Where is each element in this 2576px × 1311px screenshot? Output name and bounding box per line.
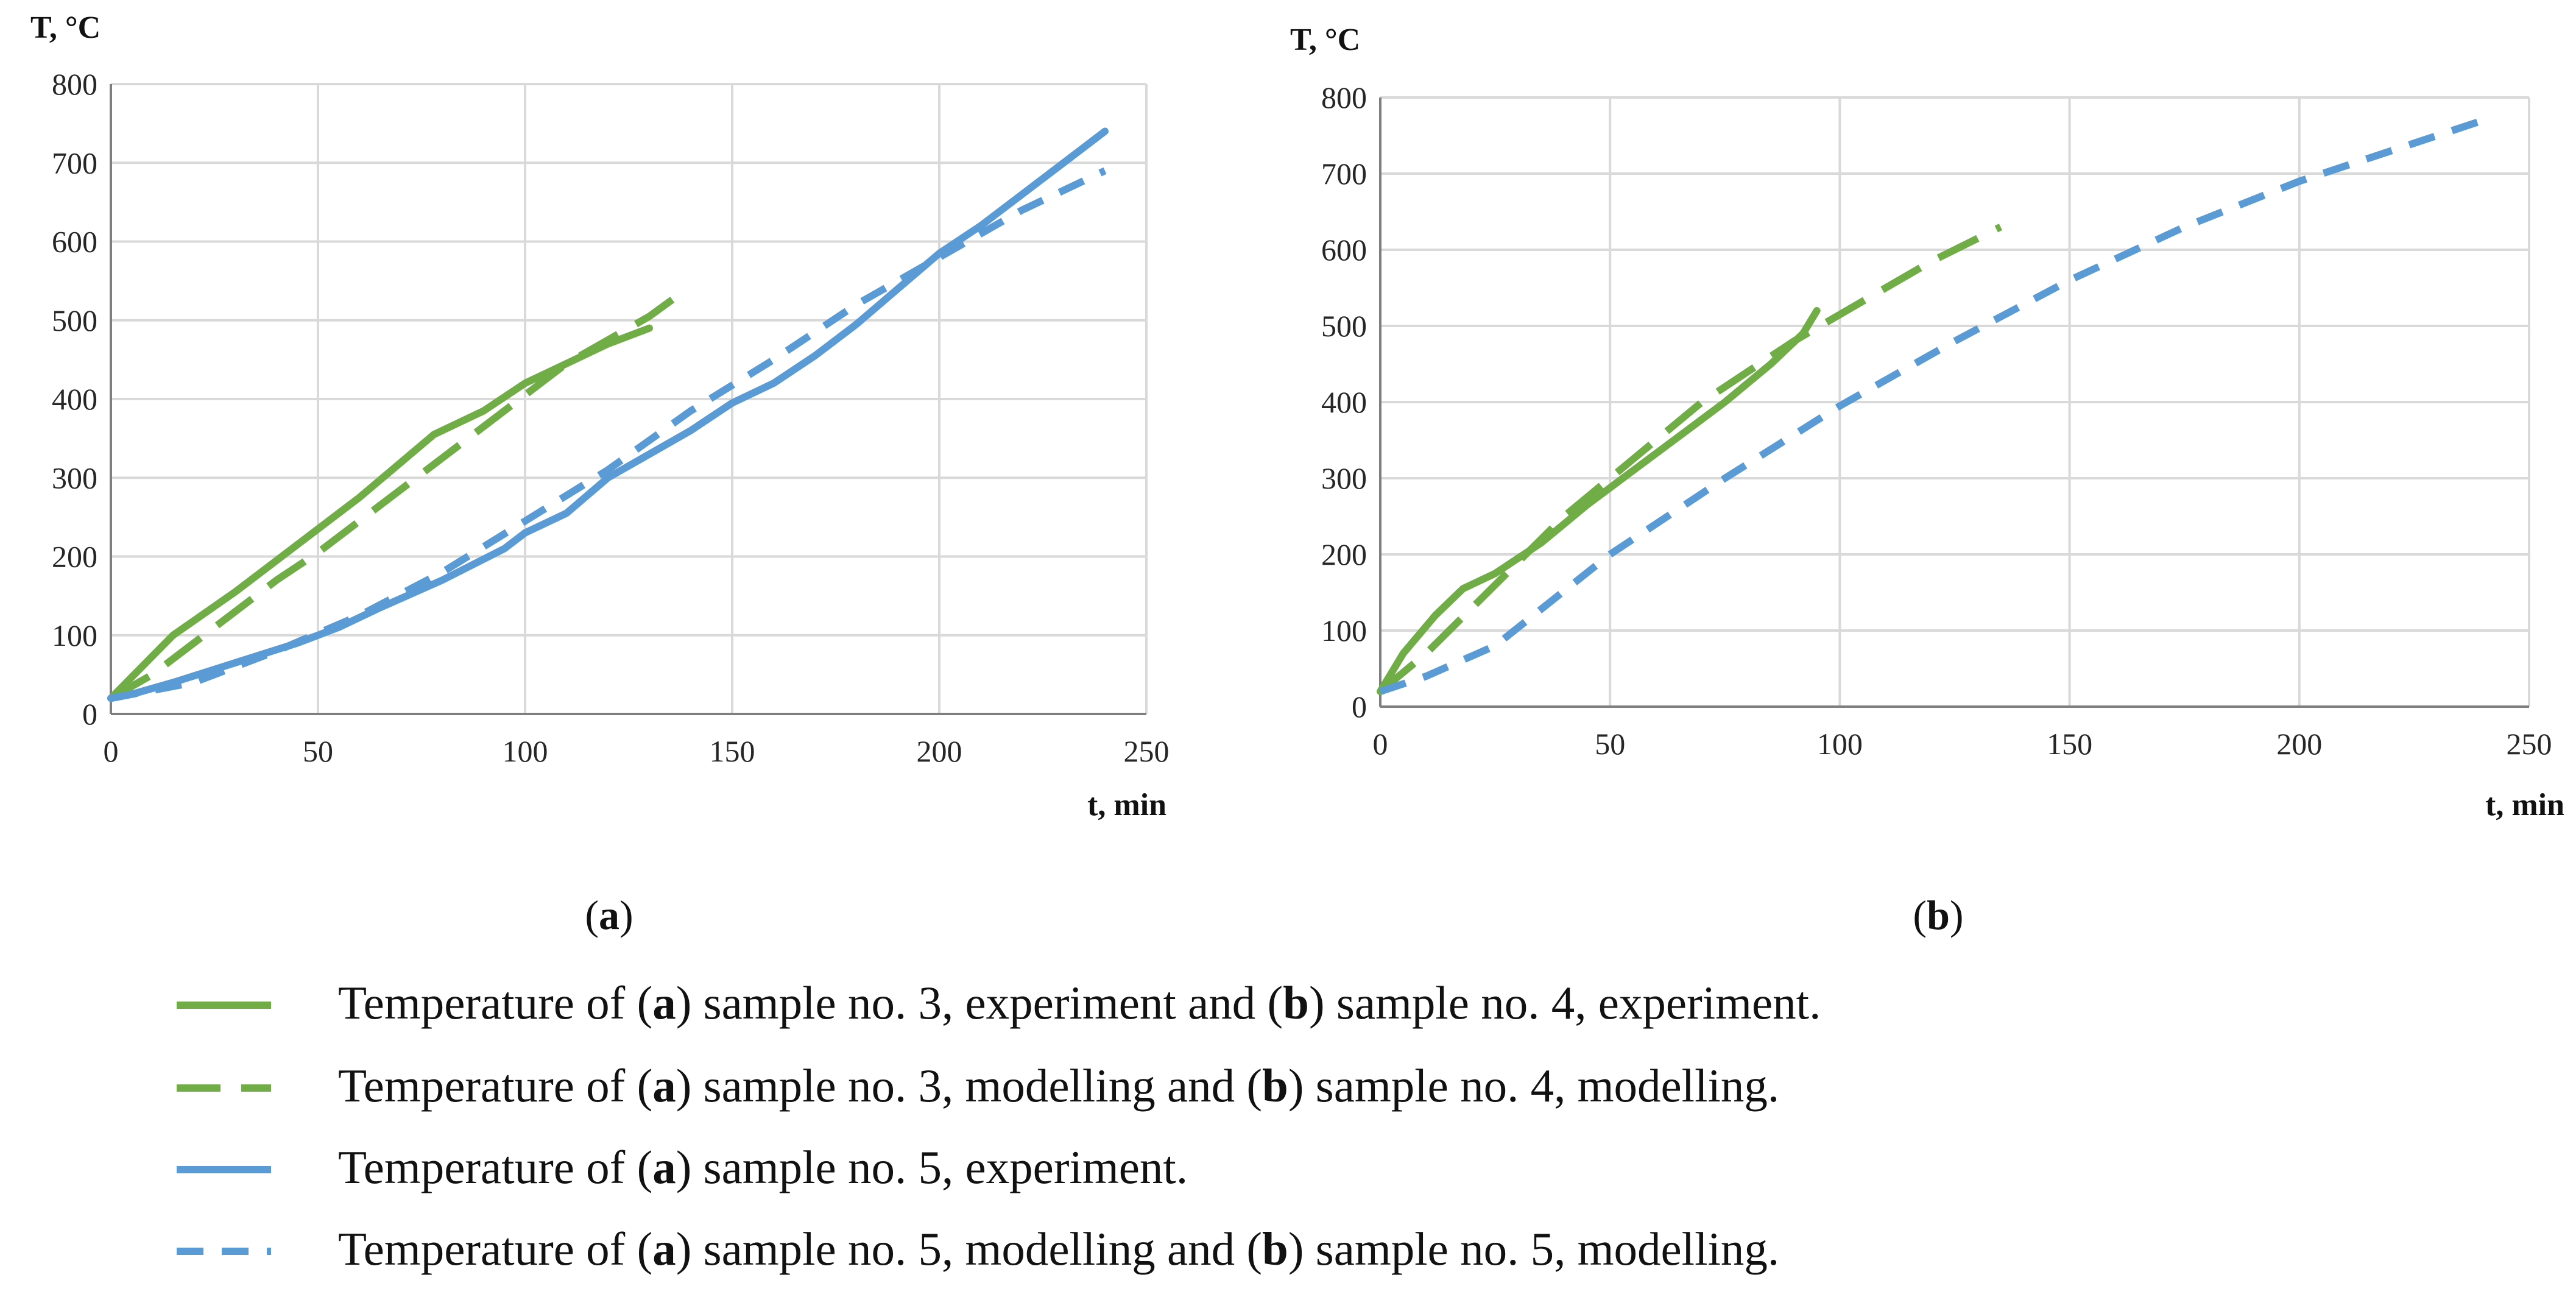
chart-panel-b: 0 100 200 300 400 500 600 700 800 0 50 100 150 200 250… (1290, 23, 2564, 938)
x-tick-label: 200 (917, 734, 962, 768)
legend: Temperature of (a) sample no. 3, experim… (177, 977, 1821, 1275)
y-tick-label: 700 (52, 146, 97, 180)
x-tick-label: 250 (2507, 727, 2552, 761)
y-tick-label: 600 (52, 225, 97, 259)
x-axis-title: t, min (2485, 788, 2564, 822)
x-tick-label: 150 (2047, 727, 2092, 761)
series-line-green-solid (107, 324, 653, 702)
y-tick-label: 400 (1321, 385, 1367, 419)
y-tick-label: 800 (1321, 80, 1367, 115)
y-tick-label: 100 (1321, 613, 1367, 648)
y-tick-label: 600 (1321, 233, 1367, 267)
series-line-blue-short (110, 167, 1107, 702)
x-axis-title: t, min (1087, 788, 1166, 822)
y-tick-label: 0 (82, 697, 97, 731)
legend-entry-text: Temperature of (a) sample no. 3, modelli… (338, 1059, 1779, 1112)
y-tick-label: 800 (52, 67, 97, 101)
x-tick-label: 50 (1595, 727, 1625, 761)
series-line-green-solid (1377, 307, 1821, 695)
legend-entry-text: Temperature of (a) sample no. 3, experim… (338, 977, 1821, 1029)
y-tick-label: 100 (52, 618, 97, 652)
x-tick-label: 150 (710, 734, 755, 768)
y-tick-label: 500 (52, 303, 97, 337)
legend-entry-text: Temperature of (a) sample no. 5, modelli… (338, 1223, 1779, 1275)
series-line-green-long (109, 295, 677, 702)
series-line-blue-solid (107, 127, 1109, 702)
legend-entry-text: Temperature of (a) sample no. 5, experim… (338, 1141, 1188, 1193)
series-line-green-long (1378, 224, 2003, 694)
y-tick-label: 300 (1321, 461, 1367, 495)
x-tick-label: 100 (1817, 727, 1863, 761)
panel-label: (b) (1913, 892, 1963, 938)
x-tick-label: 0 (1373, 727, 1388, 761)
y-tick-label: 200 (52, 540, 97, 574)
x-tick-label: 50 (303, 734, 333, 768)
y-tick-label: 500 (1321, 309, 1367, 343)
y-tick-label: 700 (1321, 157, 1367, 191)
x-tick-label: 200 (2276, 727, 2322, 761)
y-tick-label: 300 (52, 461, 97, 495)
chart-panel-a: 0 100 200 300 400 500 600 700 800 0 50 100 150 200 250… (30, 10, 1170, 938)
x-tick-label: 0 (104, 734, 119, 768)
y-tick-label: 400 (52, 382, 97, 416)
panel-label: (a) (585, 892, 633, 938)
x-tick-label: 250 (1124, 734, 1170, 768)
y-axis-title: T, °C (1290, 23, 1360, 57)
y-axis-title: T, °C (30, 10, 101, 45)
y-tick-label: 200 (1321, 537, 1367, 571)
series-line-blue-short (1379, 116, 2485, 695)
y-tick-label: 0 (1352, 690, 1367, 724)
x-tick-label: 100 (503, 734, 548, 768)
